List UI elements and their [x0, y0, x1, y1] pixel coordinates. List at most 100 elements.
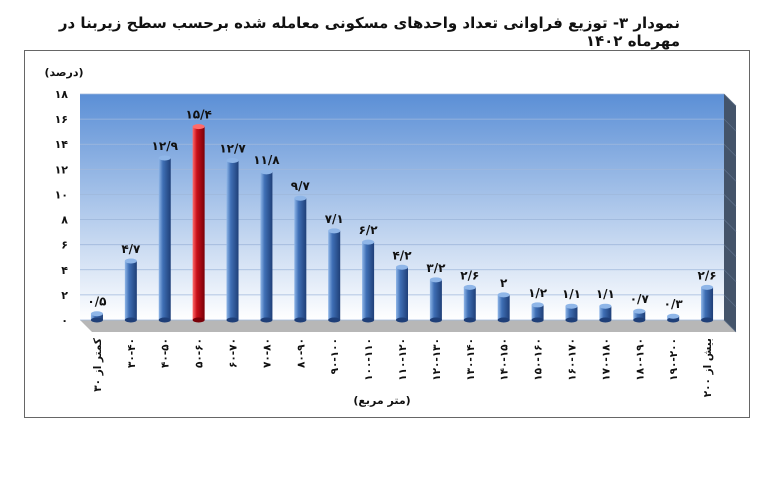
gridline-side	[723, 143, 737, 157]
data-labels: ۰/۵ ۴/۷ ۱۲/۹ ۱۵/۴ ۱۲/۷ ۱۱/۸ ۹/۷ ۷/۱ ۶/۲ ۴/۲ ۳/۲ ۲/۶…	[87, 108, 716, 312]
data-label: ۲/۶	[460, 268, 479, 282]
data-label: ۲	[500, 276, 508, 290]
bar-cap	[294, 195, 307, 201]
gridline-side	[723, 319, 737, 333]
bar-base	[633, 317, 646, 323]
bar-cap	[599, 303, 612, 309]
bar-base	[192, 317, 205, 323]
bar-cap	[362, 239, 375, 245]
gridline-side	[723, 244, 737, 257]
bar-cap	[226, 158, 239, 164]
data-label: ۳/۲	[426, 261, 446, 275]
x-tick-label: ۱۷۰-۱۸۰	[600, 338, 612, 381]
x-tick-label: ۸۰-۹۰	[295, 338, 307, 368]
data-label: ۲/۶	[698, 268, 717, 282]
bar-base	[362, 317, 375, 323]
data-label: ۴/۷	[121, 242, 141, 256]
bar-base	[429, 317, 442, 323]
x-tick-label: ۱۴۰-۱۵۰	[499, 338, 511, 381]
x-tick-label: ۶۰-۷۰	[228, 338, 240, 368]
data-label: ۱/۱	[596, 287, 615, 301]
bar-base	[463, 317, 476, 323]
y-tick-label: ۴	[61, 264, 68, 277]
gridline-side	[723, 219, 737, 232]
y-tick-label: ۸	[61, 214, 68, 227]
bar	[362, 242, 375, 320]
x-tick-label: ۱۰۰-۱۱۰	[363, 338, 375, 381]
gridline-side	[723, 93, 737, 107]
data-label: ۷/۱	[325, 212, 344, 226]
bar-base	[260, 317, 273, 323]
bar-cap	[328, 228, 341, 234]
data-label: ۰/۷	[630, 292, 650, 306]
bar-cap	[124, 258, 137, 264]
x-tick-label: بیش از ۲۰۰	[702, 338, 714, 397]
x-tick-label: ۱۱۰-۱۲۰	[397, 338, 409, 381]
bar	[90, 313, 103, 320]
x-axis-title: (متر مربع)	[353, 394, 410, 407]
y-tick-label: ۱۴	[55, 138, 69, 151]
gridline-side	[723, 118, 737, 132]
x-tick-label: ۱۸۰-۱۹۰	[634, 338, 646, 381]
data-label: ۴/۲	[392, 248, 412, 262]
y-tick-label: ۲	[61, 289, 68, 302]
bar-cap	[192, 124, 205, 130]
bar-cap	[260, 169, 273, 175]
bar-base	[531, 317, 544, 323]
bar-cap	[667, 313, 680, 319]
bar-base	[328, 317, 341, 323]
bar	[565, 306, 578, 320]
x-tick-label: ۱۲۰-۱۳۰	[431, 338, 443, 381]
y-tick-label: ۱۲	[55, 163, 69, 176]
bar	[158, 158, 171, 320]
data-label: ۶/۲	[359, 223, 379, 237]
bar	[328, 230, 341, 320]
bar-base	[124, 317, 137, 323]
bar	[633, 311, 646, 320]
bar-base	[497, 317, 510, 323]
bar-cap	[158, 155, 171, 161]
bar-base	[599, 317, 612, 323]
gridline-side	[723, 169, 737, 182]
bar-base	[667, 317, 680, 323]
y-tick-label: ۱۸	[55, 88, 69, 101]
y-tick-label: ۶	[61, 239, 68, 252]
x-tick-label: ۱۵۰-۱۶۰	[533, 338, 545, 381]
bar-base	[565, 317, 578, 323]
data-label: ۰/۵	[87, 295, 106, 309]
chart-title: نمودار ۳- توزیع فراوانی تعداد واحدهای مس…	[58, 14, 680, 50]
bar	[531, 304, 544, 320]
bar	[294, 198, 307, 320]
y-axis-ticks: ۰ ۲ ۴ ۶ ۸ ۱۰ ۱۲ ۱۴ ۱۶ ۱۸	[55, 88, 69, 327]
x-tick-label: ۳۰-۴۰	[126, 338, 138, 368]
x-tick-label: کمتر از ۳۰	[92, 337, 104, 392]
data-label: ۱۲/۹	[152, 139, 179, 153]
bar	[463, 287, 476, 320]
bar-cap	[90, 311, 103, 317]
x-tick-label: ۱۳۰-۱۴۰	[465, 338, 477, 381]
y-tick-label: ۱۶	[55, 113, 68, 126]
x-tick-label: ۱۶۰-۱۷۰	[566, 338, 578, 381]
bar	[701, 287, 714, 320]
x-tick-label: ۷۰-۸۰	[261, 338, 273, 368]
bar-base	[396, 317, 408, 323]
data-label: ۹/۷	[291, 179, 311, 193]
y-tick-label: ۱۰	[55, 188, 68, 201]
bar-cap	[565, 303, 578, 309]
x-tick-label: ۵۰-۶۰	[194, 338, 206, 368]
gridline-side	[723, 194, 737, 207]
bar-cap	[463, 284, 476, 290]
bar-cap	[531, 302, 544, 308]
bar-cap	[633, 308, 646, 314]
bar	[599, 306, 612, 320]
chart-floor	[80, 320, 736, 332]
x-tick-label: ۴۰-۵۰	[160, 338, 172, 368]
bar-base	[90, 317, 103, 323]
bar-base	[701, 317, 714, 323]
data-label: ۱/۲	[528, 286, 548, 300]
data-label: ۱۵/۴	[185, 108, 211, 122]
x-axis-labels: کمتر از ۳۰ ۳۰-۴۰ ۴۰-۵۰ ۵۰-۶۰ ۶۰-۷۰ ۷۰-۸۰ ۸۰-۹۰…	[92, 337, 714, 397]
gridline-side	[723, 269, 737, 283]
data-label: ۰/۳	[664, 297, 684, 311]
